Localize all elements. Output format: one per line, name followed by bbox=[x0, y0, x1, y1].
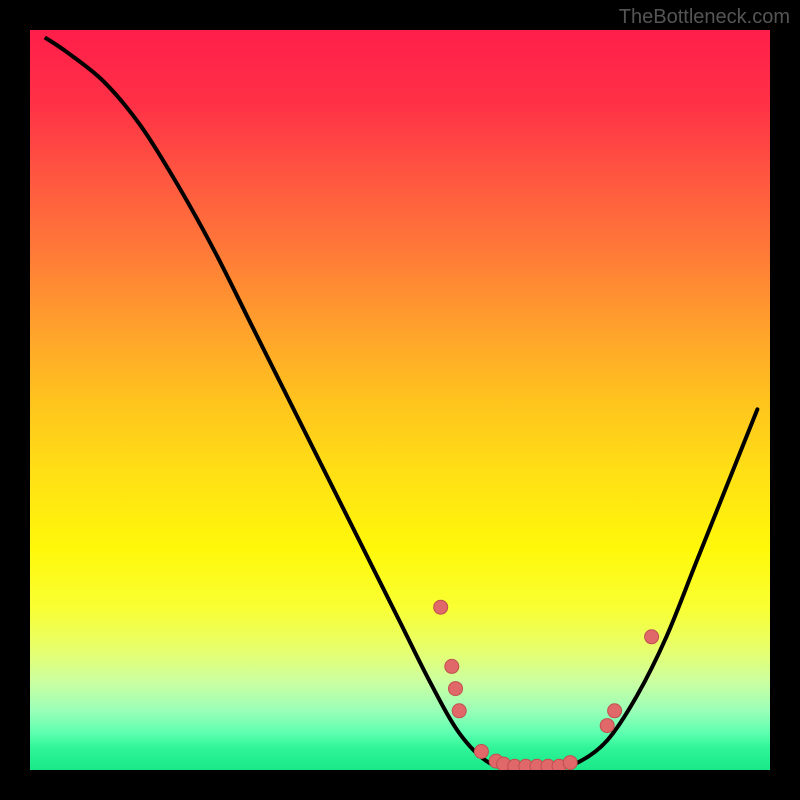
curve-marker bbox=[608, 704, 622, 718]
curve-marker bbox=[434, 600, 448, 614]
curve-marker bbox=[600, 719, 614, 733]
curve-marker bbox=[445, 659, 459, 673]
curve-marker bbox=[645, 630, 659, 644]
chart-container: TheBottleneck.com bbox=[0, 0, 800, 800]
watermark-text: TheBottleneck.com bbox=[619, 6, 790, 29]
curve-marker bbox=[563, 756, 577, 770]
curve-marker bbox=[449, 682, 463, 696]
curve-chart bbox=[0, 0, 800, 800]
curve-marker bbox=[452, 704, 466, 718]
curve-marker bbox=[474, 745, 488, 759]
plot-background bbox=[30, 30, 770, 770]
